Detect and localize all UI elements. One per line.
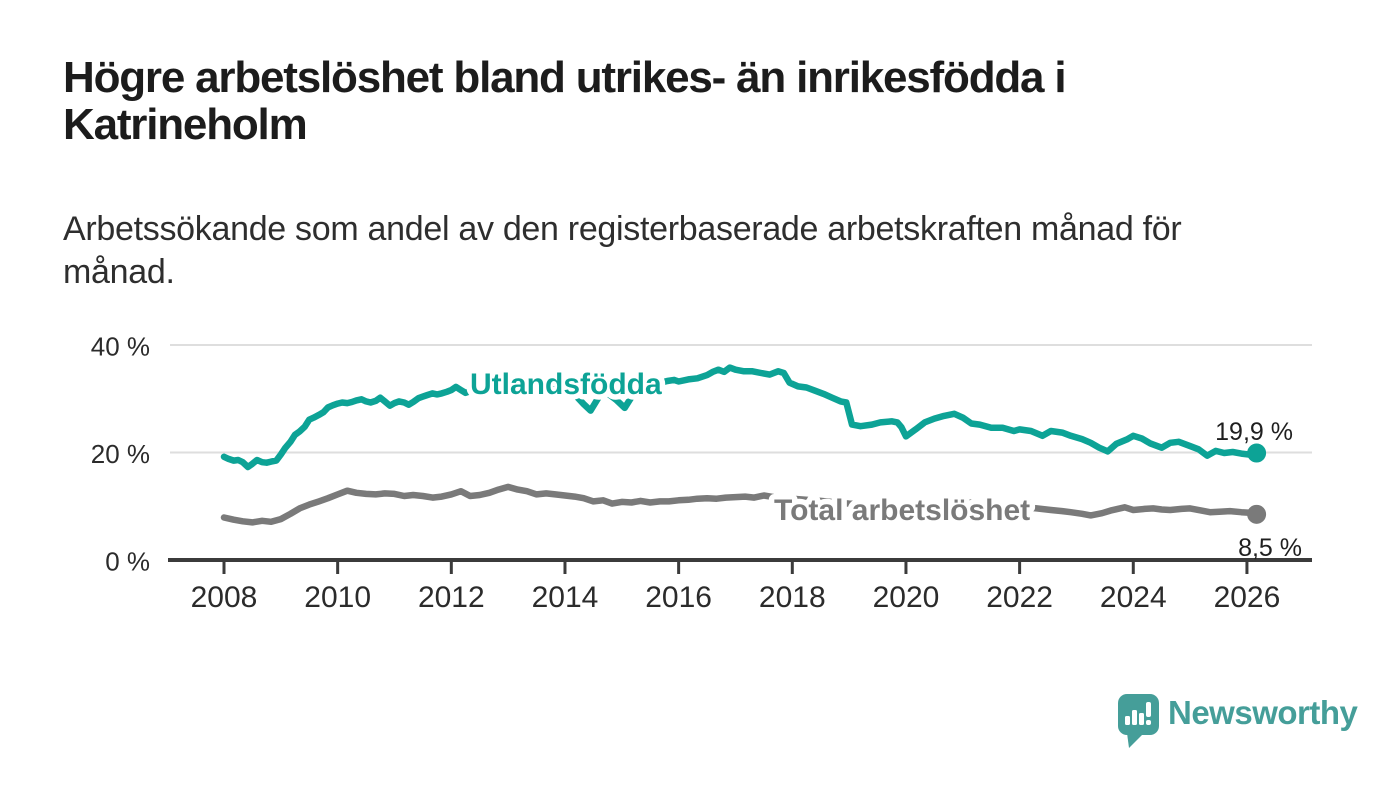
- x-axis-label-2022: 2022: [986, 581, 1053, 614]
- unemployment-line-chart: 0 % 20 % 40 % 2008 2010 2012 2014 2016 2018 2020 2…: [91, 332, 1312, 614]
- x-axis-label-2024: 2024: [1100, 581, 1167, 614]
- newsworthy-logo-text: Newsworthy: [1168, 694, 1358, 731]
- x-axis-label-2016: 2016: [645, 581, 712, 614]
- series-end-dot-total-arbetsloshet: [1247, 504, 1267, 524]
- chart-subtitle: Arbetssökande som andel av den registerb…: [63, 208, 1223, 294]
- newsworthy-logo-icon: [1118, 694, 1159, 748]
- x-axis-label-2014: 2014: [532, 581, 599, 614]
- series-end-value-total-arbetsloshet: 8,5 %: [1238, 534, 1302, 562]
- series-line-utlandsfodda: [220, 364, 1260, 471]
- y-axis-label-20: 20 %: [91, 439, 150, 469]
- series-label-halo-utlandsfodda: Utlandsfödda: [470, 368, 662, 401]
- page-title: Högre arbetslöshet bland utrikes- än inr…: [63, 54, 1253, 148]
- series-label-utlandsfodda: Utlandsfödda: [470, 368, 662, 401]
- x-axis-label-2008: 2008: [191, 581, 258, 614]
- x-axis-label-2010: 2010: [304, 581, 371, 614]
- subtitle-line-1: Arbetssökande som andel av den registerb…: [63, 210, 1182, 248]
- x-axis-label-2012: 2012: [418, 581, 485, 614]
- y-axis-label-0: 0 %: [105, 547, 150, 577]
- series-end-dot-utlandsfodda: [1247, 443, 1267, 463]
- title-line-2: Katrineholm: [63, 100, 308, 149]
- x-axis-label-2020: 2020: [873, 581, 940, 614]
- y-axis-label-40: 40 %: [91, 332, 150, 362]
- series-label-total-arbetsloshet: Total arbetslöshet: [774, 494, 1030, 527]
- title-line-1: Högre arbetslöshet bland utrikes- än inr…: [63, 53, 1067, 102]
- series-label-halo-total-arbetsloshet: Total arbetslöshet: [774, 494, 1030, 527]
- x-axis-label-2018: 2018: [759, 581, 826, 614]
- subtitle-line-2: månad.: [63, 253, 175, 291]
- series-end-value-utlandsfodda: 19,9 %: [1215, 418, 1293, 446]
- series-line-total-arbetsloshet: [220, 483, 1260, 526]
- x-axis-label-2026: 2026: [1214, 581, 1281, 614]
